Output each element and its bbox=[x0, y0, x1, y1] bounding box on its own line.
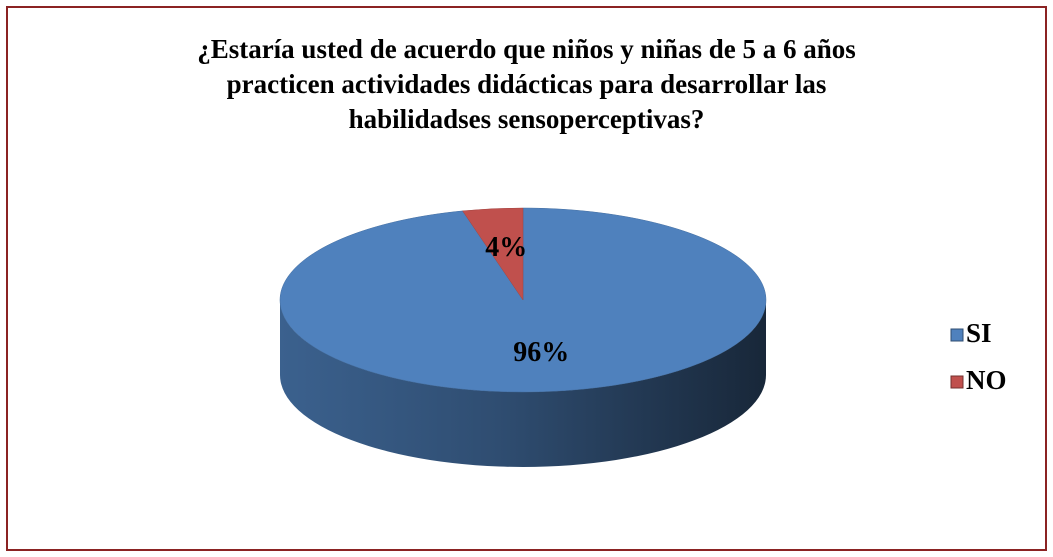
data-label: 96% bbox=[513, 337, 569, 368]
legend-label: NO bbox=[966, 365, 1007, 395]
legend-swatch bbox=[950, 375, 964, 389]
data-label: 4% bbox=[485, 232, 527, 263]
pie-slice bbox=[462, 207, 524, 301]
legend-label: SI bbox=[966, 318, 992, 348]
chart-title: ¿Estaría usted de acuerdo que niños y ni… bbox=[197, 34, 856, 134]
legend-swatch bbox=[950, 328, 964, 342]
pie-side bbox=[280, 300, 766, 467]
